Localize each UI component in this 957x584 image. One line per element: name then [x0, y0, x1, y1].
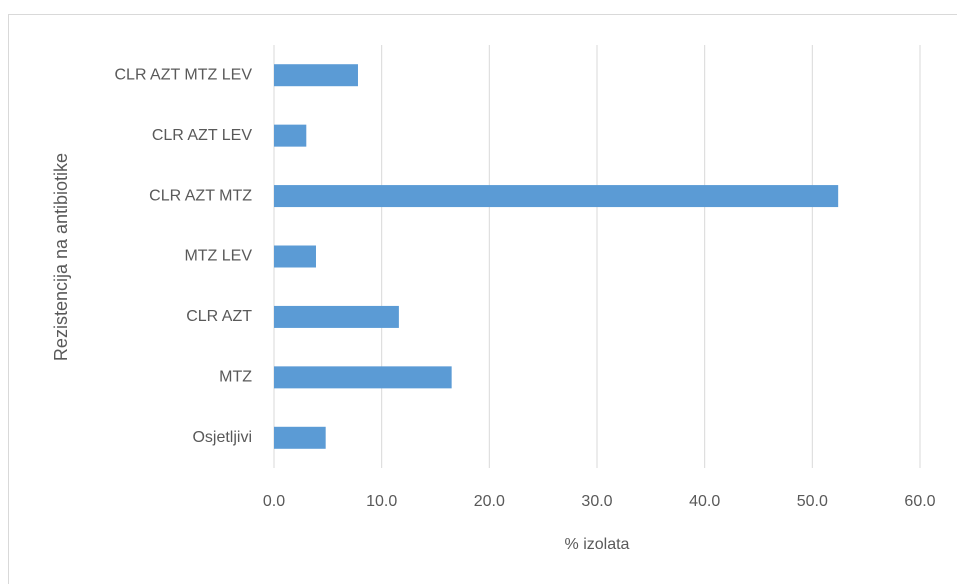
x-tick-label: 20.0 [474, 493, 505, 510]
x-tick-label: 60.0 [904, 493, 935, 510]
bar [274, 124, 307, 147]
y-axis-title: Rezistencija na antibiotike [51, 153, 71, 361]
bar [274, 305, 399, 328]
bar [274, 185, 839, 208]
x-tick-label: 30.0 [581, 493, 612, 510]
y-tick-label: CLR AZT LEV [152, 127, 253, 144]
y-tick-label: CLR AZT MTZ [149, 187, 252, 204]
x-tick-label: 50.0 [797, 493, 828, 510]
bar [274, 64, 358, 87]
bar [274, 426, 326, 449]
x-tick-label: 10.0 [366, 493, 397, 510]
y-tick-label: Osjetljivi [192, 429, 252, 446]
chart-border [8, 14, 957, 584]
x-axis-title: % izolata [565, 536, 630, 553]
x-tick-label: 0.0 [263, 493, 285, 510]
y-tick-label: MTZ LEV [184, 248, 252, 265]
y-tick-label: MTZ [219, 369, 252, 386]
x-tick-label: 40.0 [689, 493, 720, 510]
y-tick-label: CLR AZT MTZ LEV [114, 66, 252, 83]
y-tick-label: CLR AZT [186, 308, 252, 325]
bar [274, 366, 452, 389]
bar [274, 245, 316, 268]
